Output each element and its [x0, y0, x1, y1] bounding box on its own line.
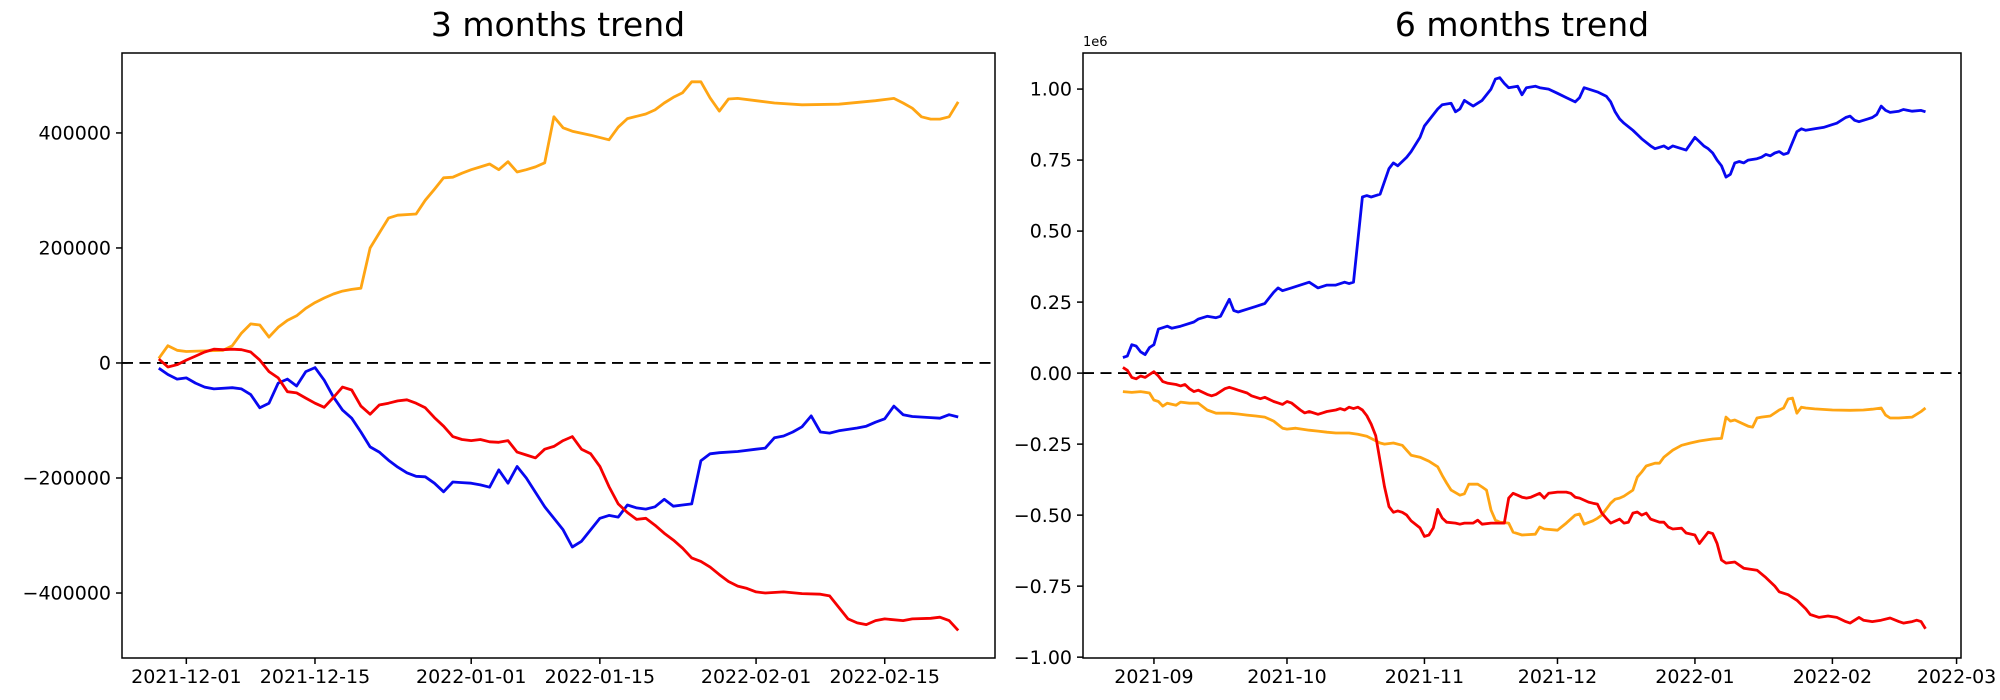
- series-line-blue: [158, 366, 959, 549]
- y-tick-label: −1.00: [1014, 647, 1072, 669]
- x-tick-label: 2022-01-15: [545, 666, 655, 688]
- y-tick-label: 0.50: [1030, 221, 1072, 243]
- y-tick-label: −400000: [23, 583, 111, 605]
- x-tick-label: 2021-10: [1247, 666, 1326, 688]
- series-line-red: [1122, 366, 1927, 630]
- plot-border: [1082, 52, 1962, 659]
- x-tick-label: 2021-12: [1518, 666, 1597, 688]
- y-tick-label: −200000: [23, 468, 111, 490]
- series-line-red: [157, 347, 960, 632]
- x-tick-label: 2021-11: [1385, 666, 1464, 688]
- chart-1: 1.00 0.75 0.50 0.25 0.00 −0.25 −0.50 −0.75 −1.00…: [1014, 35, 1996, 688]
- x-tick-label: 2022-01-01: [416, 666, 526, 688]
- chart-title-3-months: 3 months trend: [430, 5, 686, 44]
- y-axis-offset-label: 1e6: [1083, 35, 1108, 50]
- series-line-blue: [1122, 76, 1926, 359]
- y-tick-label: −0.25: [1014, 434, 1072, 456]
- series-line-orange: [157, 80, 960, 360]
- y-tick-label: 200000: [38, 238, 111, 260]
- y-tick-label: −0.50: [1014, 505, 1072, 527]
- x-tick-label: 2022-03: [1917, 666, 1996, 688]
- x-tick-label: 2022-02-15: [830, 666, 940, 688]
- series-line-orange: [1122, 390, 1927, 537]
- y-tick-label: 400000: [38, 123, 111, 145]
- x-tick-label: 2022-02: [1793, 666, 1872, 688]
- y-tick-label: 0.25: [1030, 292, 1072, 314]
- x-tick-label: 2022-01: [1655, 666, 1734, 688]
- y-tick-label: 0: [99, 353, 111, 375]
- y-tick-label: 0.75: [1030, 150, 1072, 172]
- y-tick-label: 1.00: [1030, 79, 1072, 101]
- x-tick-label: 2021-12-01: [131, 666, 241, 688]
- x-tick-label: 2021-12-15: [260, 666, 370, 688]
- y-tick-label: −0.75: [1014, 576, 1072, 598]
- plot-border: [121, 52, 996, 659]
- x-tick-label: 2021-09: [1114, 666, 1193, 688]
- x-tick-label: 2022-02-01: [701, 666, 811, 688]
- y-tick-label: 0.00: [1030, 363, 1072, 385]
- chart-0: 400000 200000 0 −200000 −400000 2021-12-01 202…: [23, 52, 996, 688]
- chart-title-6-months: 6 months trend: [1394, 5, 1650, 44]
